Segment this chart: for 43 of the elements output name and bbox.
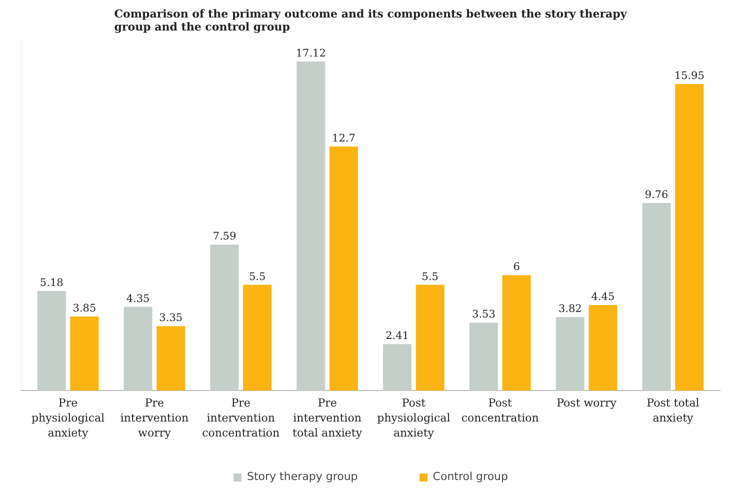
bar xyxy=(329,146,358,390)
chart-title: Comparison of the primary outcome and its components between the story therapy group and the control group xyxy=(114,8,628,34)
data-label: 3.35 xyxy=(159,312,183,324)
bar xyxy=(556,317,584,390)
bar xyxy=(642,202,671,390)
bar xyxy=(588,304,618,390)
data-label: 9.76 xyxy=(644,188,669,201)
x-tick-label: Post worry xyxy=(556,396,618,410)
data-label: 3.82 xyxy=(558,303,582,316)
data-label: 2.41 xyxy=(386,330,409,342)
data-label: 12.7 xyxy=(332,132,356,144)
x-tick-label: Pre physiological anxiety xyxy=(32,396,106,440)
bar xyxy=(243,284,272,390)
bar xyxy=(124,306,152,390)
data-label: 5.5 xyxy=(422,270,438,283)
data-label: 3.53 xyxy=(472,308,496,321)
data-label: 3.85 xyxy=(72,302,96,314)
bar xyxy=(383,344,412,390)
x-tick-label: Pre intervention worry xyxy=(120,396,189,440)
x-tick-label: Post total anxiety xyxy=(646,396,700,424)
data-label: 15.95 xyxy=(674,70,704,82)
x-tick-label: Post physiological anxiety xyxy=(377,396,451,440)
bar xyxy=(296,62,326,390)
bar xyxy=(675,84,704,390)
bar xyxy=(502,275,531,390)
x-tick-label: Pre intervention concentration xyxy=(202,396,280,440)
data-label: 5.18 xyxy=(40,276,64,289)
data-label: 5.5 xyxy=(248,270,266,283)
bar xyxy=(210,244,239,390)
data-label: 7.59 xyxy=(212,230,236,243)
legend-label: Story therapy group xyxy=(246,470,358,483)
bar xyxy=(156,326,186,390)
bar xyxy=(37,290,66,390)
x-tick-label: Pre intervention total anxiety xyxy=(292,396,363,440)
bar xyxy=(70,316,99,390)
data-label: 4.35 xyxy=(126,292,150,305)
bar xyxy=(416,284,444,390)
data-label: 6 xyxy=(513,261,520,274)
data-label: 17.12 xyxy=(296,48,326,60)
data-label: 4.45 xyxy=(591,290,615,303)
bar xyxy=(469,322,498,390)
x-tick-label: Post concentration xyxy=(461,396,539,424)
legend-label: Control group xyxy=(432,470,508,483)
